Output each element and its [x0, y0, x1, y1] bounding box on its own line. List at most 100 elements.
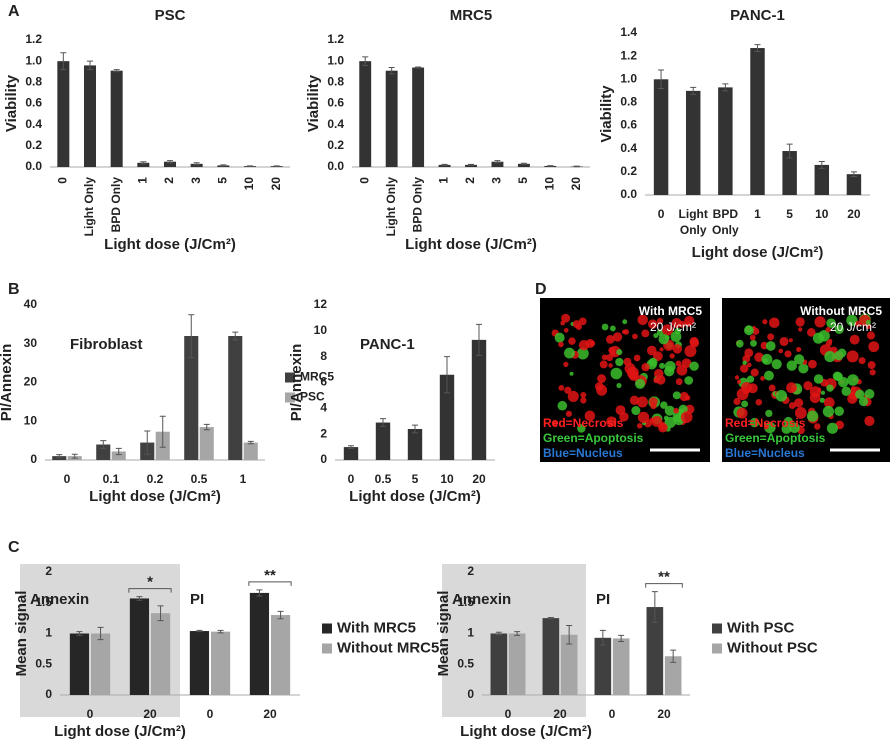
cell [798, 363, 809, 374]
annotation: PANC-1 [360, 336, 415, 353]
significance-label: ** [658, 569, 670, 586]
cell [560, 320, 566, 326]
cell [749, 417, 760, 428]
y-axis-label: Viability [305, 74, 322, 132]
error-bar [157, 605, 164, 622]
cell [656, 317, 664, 325]
legend-label: Without MRC5 [337, 639, 439, 656]
cell [795, 317, 805, 327]
y-tick-label: 1.0 [327, 53, 344, 67]
cell [670, 331, 682, 342]
legend-swatch [712, 623, 722, 634]
error-bar [140, 161, 147, 165]
cell [580, 397, 587, 404]
x-tick-label: 10 [242, 177, 256, 191]
cell [846, 350, 859, 363]
cell [768, 317, 780, 329]
x-tick-label: 2 [463, 177, 477, 184]
image-legend: Blue=Nucleus [725, 446, 805, 460]
cell [765, 341, 776, 351]
image-title: Without MRC5 [800, 304, 882, 318]
cell [684, 376, 694, 385]
bar [164, 161, 176, 167]
legend-swatch [322, 623, 332, 634]
bar [814, 164, 830, 195]
x-tick-label: 5 [412, 472, 419, 486]
panel-label: A [8, 3, 20, 20]
cell [636, 396, 648, 408]
cell [648, 357, 658, 367]
y-tick-label: 1.0 [620, 71, 637, 85]
cell [654, 369, 664, 379]
cell [671, 317, 682, 329]
bar [491, 161, 504, 167]
bar [594, 637, 612, 695]
cell [764, 421, 776, 434]
cell [675, 360, 682, 367]
x-tick-label: 1 [136, 177, 150, 184]
cell [858, 357, 866, 365]
group-label: PI [190, 591, 204, 608]
x-tick-label: 5 [216, 177, 230, 184]
cell [794, 406, 807, 419]
bar [150, 613, 171, 695]
y-axis-label: PI/Annexin [288, 344, 305, 422]
cell [775, 390, 788, 402]
cell [812, 332, 824, 344]
cell [672, 391, 681, 400]
y-tick-label: 1 [45, 626, 52, 640]
legend-swatch [322, 643, 332, 654]
cell [564, 347, 575, 359]
cell [660, 401, 668, 409]
y-tick-label: 20 [24, 375, 38, 389]
cell [742, 360, 747, 366]
panel-label: D [535, 281, 547, 298]
cell [580, 391, 587, 398]
y-tick-label: 0.0 [327, 159, 344, 173]
x-tick-label: 10 [440, 472, 454, 486]
y-tick-label: 0.2 [620, 164, 637, 178]
cell [659, 347, 664, 352]
bar [517, 163, 530, 167]
significance-bracket [645, 583, 683, 588]
x-tick-label: 10 [543, 177, 557, 191]
cell [650, 402, 657, 410]
error-bar [193, 162, 200, 166]
cell [866, 331, 876, 340]
cell [809, 392, 821, 404]
panel-label: C [8, 539, 20, 556]
x-axis-label: Light dose (J/Cm²) [54, 723, 186, 740]
cell [750, 368, 759, 377]
x-tick-label: BPD Only [109, 177, 123, 233]
image-dose: 20 J/cm² [650, 320, 696, 334]
cell [664, 416, 676, 429]
group-label: Annexin [30, 591, 89, 608]
image-legend: Blue=Nucleus [543, 446, 623, 460]
cell [689, 336, 699, 346]
cell [647, 319, 658, 329]
cell [762, 319, 768, 325]
cell [858, 396, 869, 407]
error-bar [658, 69, 665, 90]
x-axis-label: Light dose (J/Cm²) [405, 236, 537, 253]
cell [789, 422, 800, 434]
error-bar [56, 454, 63, 459]
cell [563, 361, 569, 367]
x-tick-label: 20 [472, 472, 486, 486]
cell [605, 354, 614, 362]
x-axis-label: Light dose (J/Cm²) [104, 236, 236, 253]
error-bar [415, 66, 422, 69]
cell [612, 332, 623, 342]
error-bar [388, 67, 395, 75]
error-bar [441, 163, 448, 166]
legend-label: PSC [300, 390, 325, 404]
cell [597, 374, 607, 384]
bar [718, 87, 733, 195]
error-bar [159, 415, 166, 448]
significance-label: ** [264, 567, 276, 584]
cell [750, 339, 757, 347]
y-tick-label: 2 [45, 564, 52, 578]
x-tick-label: Light Only [384, 177, 398, 237]
chart-title: PSC [155, 7, 186, 24]
